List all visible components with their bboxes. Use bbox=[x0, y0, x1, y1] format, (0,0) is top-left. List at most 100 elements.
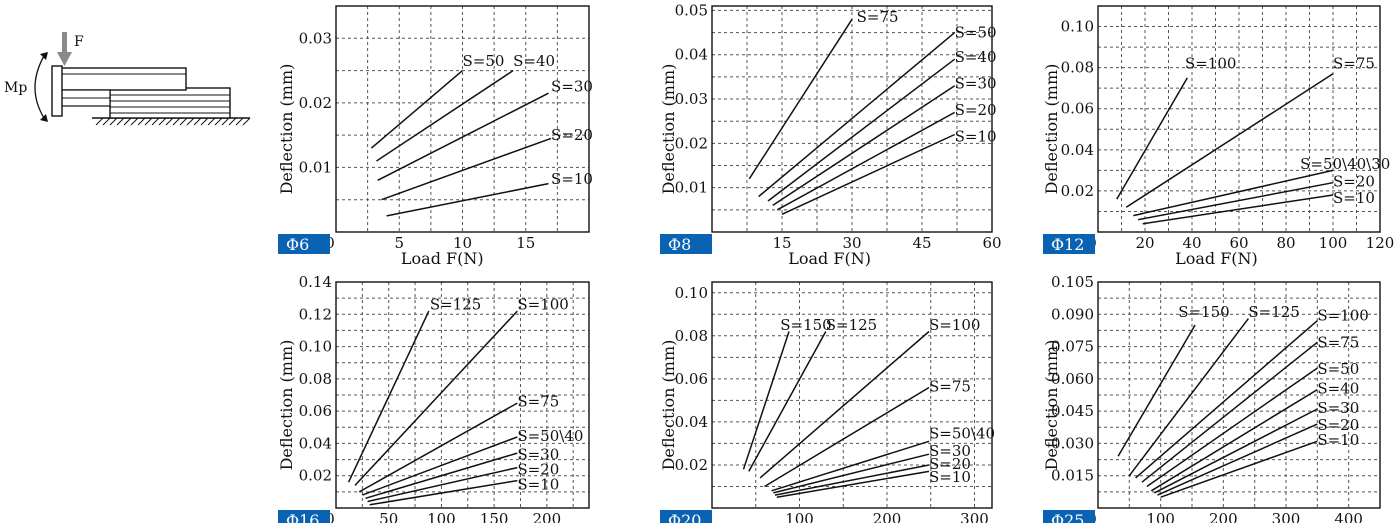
y-tick-label: 0.04 bbox=[675, 413, 708, 431]
plot-frame bbox=[335, 281, 590, 509]
series-label: S=30 bbox=[517, 446, 559, 464]
y-tick-label: 0.01 bbox=[299, 158, 332, 176]
series-label: S=75 bbox=[857, 8, 899, 26]
series-line bbox=[776, 111, 956, 211]
chart-panel-4: 0501001502000.020.040.060.080.100.120.14… bbox=[277, 273, 590, 523]
x-tick-label: 40 bbox=[1182, 234, 1201, 252]
y-tick-label: 0.015 bbox=[1051, 467, 1094, 485]
force-label: F bbox=[74, 34, 84, 50]
series-label: S=10 bbox=[1333, 189, 1375, 207]
series-line bbox=[1150, 388, 1318, 492]
series-line bbox=[1133, 169, 1334, 217]
series-line bbox=[367, 466, 518, 503]
series-label: S=125 bbox=[826, 316, 877, 334]
plot-frame bbox=[711, 281, 993, 509]
series-label: S=30 bbox=[1317, 399, 1359, 417]
y-axis-label: Deflection (mm) bbox=[1042, 64, 1061, 195]
series-line bbox=[354, 310, 518, 486]
series-label: S=50 bbox=[463, 52, 505, 70]
x-tick-label: 100 bbox=[785, 510, 814, 523]
series-line bbox=[362, 436, 518, 496]
series-label: S=50 bbox=[955, 24, 997, 42]
series-label: S=30 bbox=[955, 75, 997, 93]
series-label: S=75 bbox=[1317, 333, 1359, 351]
series-label: S=30 bbox=[551, 78, 593, 96]
series-label: S=50\40 bbox=[929, 425, 995, 443]
bore-badge bbox=[1043, 234, 1095, 254]
y-tick-label: 0.08 bbox=[1061, 59, 1094, 77]
hatch-line bbox=[130, 117, 139, 126]
hatch-line bbox=[186, 117, 195, 126]
series-label: S=75 bbox=[929, 377, 971, 395]
y-tick-label: 0.06 bbox=[1061, 100, 1094, 118]
series-line bbox=[771, 440, 930, 492]
y-tick-label: 0.075 bbox=[1051, 338, 1094, 356]
y-tick-label: 0.08 bbox=[299, 370, 332, 388]
series-line bbox=[377, 92, 549, 181]
series-label: S=100 bbox=[929, 316, 980, 334]
hatch-line bbox=[242, 117, 251, 126]
series-label: S=50 bbox=[1317, 360, 1359, 378]
x-tick-label: 15 bbox=[772, 234, 791, 252]
moment-arrow-icon-lower bbox=[40, 114, 48, 122]
bore-badge bbox=[278, 510, 330, 523]
y-axis-label: Deflection (mm) bbox=[659, 340, 678, 471]
series-label: S=20 bbox=[1333, 173, 1375, 191]
x-tick-label: 45 bbox=[912, 234, 931, 252]
series-label: S=100 bbox=[1317, 306, 1368, 324]
bore-badge-label: Φ6 bbox=[286, 235, 309, 254]
bore-badge bbox=[1043, 510, 1095, 523]
y-tick-label: 0.04 bbox=[299, 434, 332, 452]
x-tick-label: 400 bbox=[1334, 510, 1363, 523]
series-label: S=20 bbox=[929, 455, 971, 473]
hatch-line bbox=[158, 117, 167, 126]
series-line bbox=[358, 402, 518, 493]
moment-label: Mp bbox=[4, 80, 27, 96]
series-line bbox=[1142, 194, 1334, 225]
series-line bbox=[376, 69, 514, 162]
series-line bbox=[1160, 440, 1318, 498]
series-line bbox=[1137, 181, 1334, 221]
y-tick-label: 0.04 bbox=[675, 46, 708, 64]
series-label: S=10 bbox=[551, 170, 593, 188]
x-axis-label: Load F(N) bbox=[401, 249, 484, 268]
series-label: S=20 bbox=[551, 126, 593, 144]
moment-arc bbox=[34, 55, 45, 119]
hatch-line bbox=[200, 117, 209, 126]
series-label: S=100 bbox=[1185, 55, 1236, 73]
y-tick-label: 0.02 bbox=[1061, 182, 1094, 200]
chart-panel-3: 0204060801001200.020.040.060.080.10Load … bbox=[1042, 5, 1394, 268]
plot-frame bbox=[335, 5, 590, 233]
y-tick-label: 0.06 bbox=[675, 370, 708, 388]
series-label: S=50\40 bbox=[517, 427, 583, 445]
y-tick-label: 0.10 bbox=[1061, 18, 1094, 36]
plot-frame bbox=[1097, 281, 1381, 509]
series-label: S=20 bbox=[955, 101, 997, 119]
y-axis-label: Deflection (mm) bbox=[277, 340, 296, 471]
x-axis-label: Load F(N) bbox=[1175, 249, 1258, 268]
plot-frame bbox=[711, 5, 993, 233]
x-tick-label: 200 bbox=[533, 510, 562, 523]
series-line bbox=[1157, 423, 1318, 496]
x-tick-label: 300 bbox=[960, 510, 989, 523]
force-arrow-icon bbox=[57, 52, 72, 66]
series-line bbox=[365, 452, 518, 500]
series-label: S=125 bbox=[430, 296, 481, 314]
hatch-line bbox=[235, 117, 244, 126]
series-line bbox=[748, 331, 827, 472]
y-tick-label: 0.12 bbox=[299, 305, 332, 323]
y-tick-label: 0.090 bbox=[1051, 305, 1094, 323]
y-tick-label: 0.02 bbox=[675, 134, 708, 152]
x-tick-label: 100 bbox=[1319, 234, 1348, 252]
series-line bbox=[767, 58, 956, 202]
series-line bbox=[1116, 77, 1188, 200]
series-line bbox=[776, 470, 930, 498]
ground-hatch bbox=[95, 117, 251, 126]
y-tick-label: 0.02 bbox=[675, 456, 708, 474]
load-diagram: F Mp bbox=[4, 32, 251, 126]
series-label: S=10 bbox=[955, 128, 997, 146]
end-plate bbox=[51, 65, 63, 117]
x-tick-label: 120 bbox=[1366, 234, 1394, 252]
